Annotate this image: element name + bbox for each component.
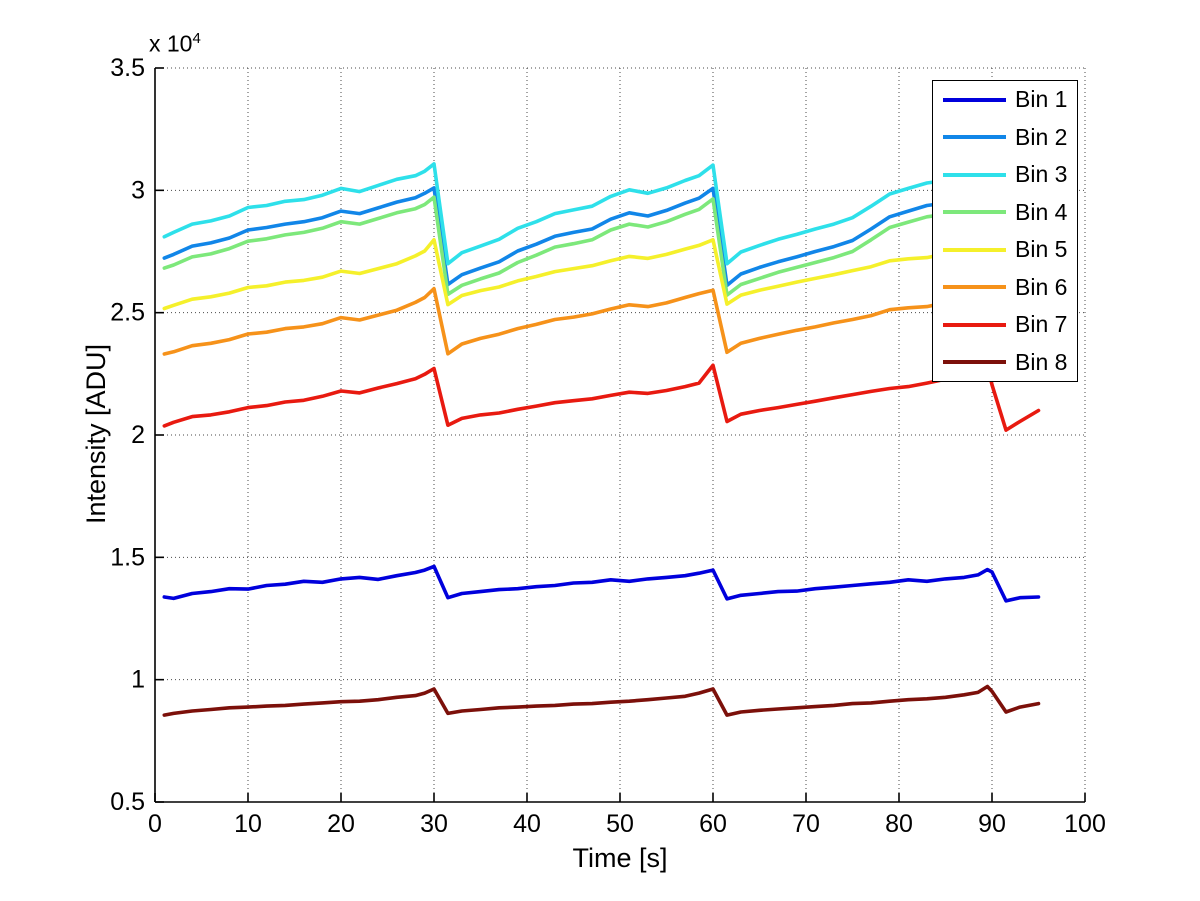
legend-item-bin-1: Bin 1 <box>933 88 1077 111</box>
y-tick-label: 0.5 <box>110 788 145 816</box>
legend-label: Bin 4 <box>1015 198 1068 225</box>
y-tick-label: 2 <box>131 421 145 449</box>
series-line-bin-6 <box>162 286 1041 357</box>
y-axis-exponent-base: x 10 <box>149 30 193 57</box>
y-tick-label: 3 <box>131 176 145 204</box>
legend-line-swatch <box>943 247 1006 252</box>
series-line-bin-7 <box>162 363 1041 432</box>
legend-item-bin-3: Bin 3 <box>933 163 1077 186</box>
series-line-bin-8 <box>162 684 1041 717</box>
series-line-bin-3 <box>162 162 1041 269</box>
legend-label: Bin 1 <box>1015 86 1068 113</box>
legend-item-bin-2: Bin 2 <box>933 123 1077 150</box>
series-line-bin-4 <box>162 195 1041 302</box>
y-axis-title: Intensity [ADU] <box>81 343 111 525</box>
x-tick-label: 0 <box>148 810 162 838</box>
legend-line-swatch <box>943 97 1006 102</box>
x-tick-label: 40 <box>513 810 541 838</box>
legend-line-swatch <box>943 360 1006 365</box>
series-line-bin-5 <box>162 238 1041 311</box>
legend-item-bin-4: Bin 4 <box>933 198 1077 225</box>
legend-line-swatch <box>943 285 1006 290</box>
legend-line-swatch <box>943 172 1006 177</box>
x-tick-label: 100 <box>1064 810 1106 838</box>
legend-label: Bin 8 <box>1015 348 1068 375</box>
series-line-bin-1 <box>162 564 1041 603</box>
legend-item-bin-5: Bin 5 <box>933 238 1077 261</box>
y-tick-label: 1.5 <box>110 543 145 571</box>
legend-line-swatch <box>943 135 1006 140</box>
x-tick-label: 10 <box>234 810 262 838</box>
y-tick-label: 1 <box>131 666 145 694</box>
y-axis-exponent-power: 4 <box>192 30 201 47</box>
legend-item-bin-7: Bin 7 <box>933 313 1077 336</box>
legend-line-swatch <box>943 210 1006 215</box>
series-line-bin-2 <box>162 186 1041 291</box>
legend-label: Bin 3 <box>1015 161 1068 188</box>
legend-box: Bin 1 Bin 2 Bin 3 Bin 4 Bin 5 Bin 6 Bin 7 Bin 8 <box>932 80 1078 382</box>
x-tick-label: 60 <box>699 810 727 838</box>
x-tick-label: 70 <box>792 810 820 838</box>
legend-label: Bin 5 <box>1015 236 1068 263</box>
legend-line-swatch <box>943 322 1006 327</box>
y-tick-label: 2.5 <box>110 299 145 327</box>
y-tick-label: 3.5 <box>110 54 145 82</box>
x-tick-label: 50 <box>606 810 634 838</box>
legend-item-bin-6: Bin 6 <box>933 273 1077 300</box>
legend-label: Bin 7 <box>1015 311 1068 338</box>
legend-item-bin-8: Bin 8 <box>933 348 1077 375</box>
x-tick-label: 80 <box>885 810 913 838</box>
x-tick-label: 30 <box>420 810 448 838</box>
x-axis-title: Time [s] <box>572 843 668 873</box>
legend-label: Bin 6 <box>1015 273 1068 300</box>
x-tick-label: 90 <box>978 810 1006 838</box>
x-tick-label: 20 <box>327 810 355 838</box>
legend-label: Bin 2 <box>1015 123 1068 150</box>
y-axis-exponent: x 104 <box>149 30 201 58</box>
